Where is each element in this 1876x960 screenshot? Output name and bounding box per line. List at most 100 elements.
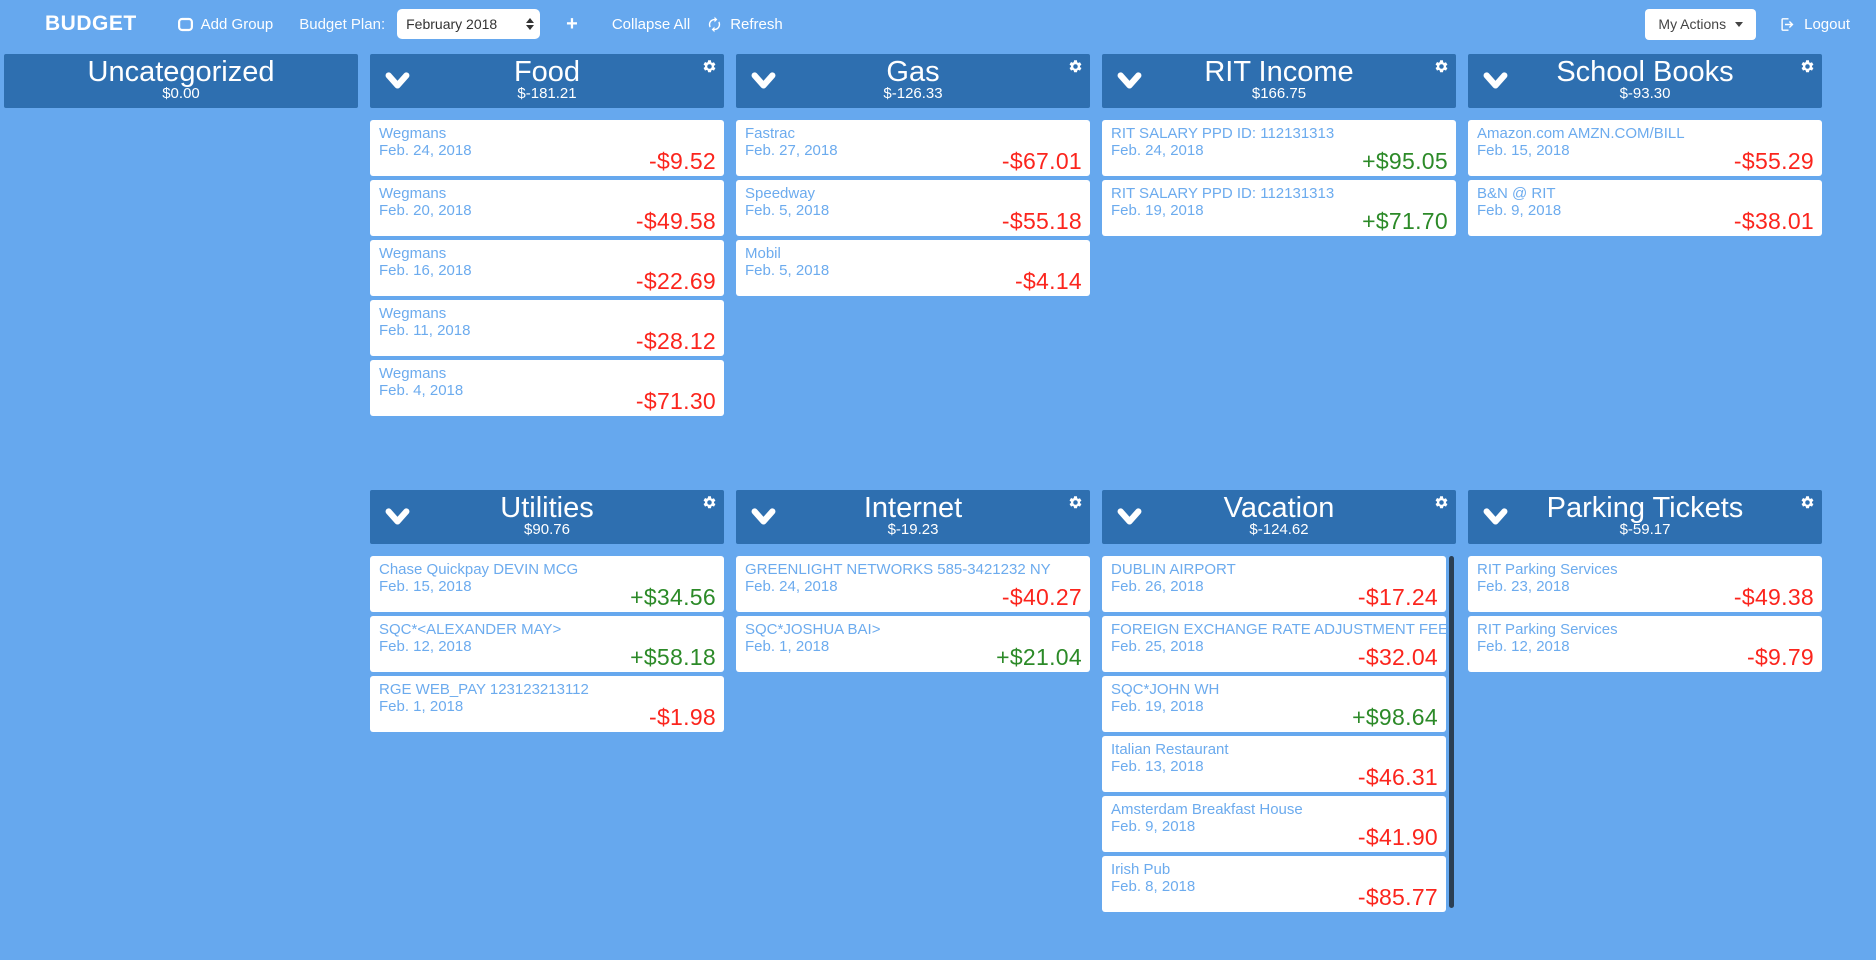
transaction-card[interactable]: GREENLIGHT NETWORKS 585-3421232 NY Feb. … bbox=[736, 556, 1090, 612]
transaction-card[interactable]: B&N @ RIT Feb. 9, 2018 -$38.01 bbox=[1468, 180, 1822, 236]
my-actions-dropdown[interactable]: My Actions bbox=[1645, 8, 1757, 40]
transaction-card[interactable]: Wegmans Feb. 16, 2018 -$22.69 bbox=[370, 240, 724, 296]
transaction-date: Feb. 24, 2018 bbox=[1111, 142, 1204, 159]
group-row-1: Uncategorized $0.00 Food $-181.21 Wegman… bbox=[0, 54, 1876, 490]
group-settings-gear-icon[interactable] bbox=[702, 59, 717, 74]
budget-group-food: Food $-181.21 Wegmans Feb. 24, 2018 -$9.… bbox=[370, 54, 724, 420]
group-total: $-181.21 bbox=[517, 85, 577, 102]
transaction-card[interactable]: RIT SALARY PPD ID: 112131313 Feb. 24, 20… bbox=[1102, 120, 1456, 176]
group-header: Gas $-126.33 bbox=[736, 54, 1090, 108]
plus-icon: + bbox=[566, 12, 578, 35]
transaction-card[interactable]: RGE WEB_PAY 123123213112 Feb. 1, 2018 -$… bbox=[370, 676, 724, 732]
transaction-card[interactable]: Wegmans Feb. 4, 2018 -$71.30 bbox=[370, 360, 724, 416]
add-plan-button[interactable]: + bbox=[558, 7, 586, 42]
transaction-amount: -$71.30 bbox=[635, 388, 716, 414]
collapse-group-chevron-icon[interactable] bbox=[1480, 69, 1511, 93]
transaction-date: Feb. 1, 2018 bbox=[379, 698, 464, 715]
transaction-card[interactable]: Irish Pub Feb. 8, 2018 -$85.77 bbox=[1102, 856, 1446, 912]
logout-button[interactable]: Logout bbox=[1772, 10, 1858, 39]
group-settings-gear-icon[interactable] bbox=[1434, 59, 1449, 74]
group-header: Vacation $-124.62 bbox=[1102, 490, 1456, 544]
transaction-date: Feb. 24, 2018 bbox=[379, 142, 472, 159]
budget-plan-selected-value: February 2018 bbox=[406, 16, 498, 32]
transaction-amount: -$28.12 bbox=[635, 328, 716, 354]
transaction-card[interactable]: Speedway Feb. 5, 2018 -$55.18 bbox=[736, 180, 1090, 236]
collapse-group-chevron-icon[interactable] bbox=[382, 505, 413, 529]
transaction-card[interactable]: Amsterdam Breakfast House Feb. 9, 2018 -… bbox=[1102, 796, 1446, 852]
collapse-group-chevron-icon[interactable] bbox=[382, 69, 413, 93]
group-settings-gear-icon[interactable] bbox=[1068, 59, 1083, 74]
group-header: Internet $-19.23 bbox=[736, 490, 1090, 544]
transaction-card[interactable]: Italian Restaurant Feb. 13, 2018 -$46.31 bbox=[1102, 736, 1446, 792]
transaction-merchant: Wegmans bbox=[379, 185, 447, 202]
group-title: Uncategorized bbox=[87, 56, 275, 88]
transaction-merchant: Speedway bbox=[745, 185, 816, 202]
transaction-merchant: FOREIGN EXCHANGE RATE ADJUSTMENT FEE bbox=[1111, 621, 1446, 638]
collapse-group-chevron-icon[interactable] bbox=[748, 505, 779, 529]
budget-group-rit-income: RIT Income $166.75 RIT SALARY PPD ID: 11… bbox=[1102, 54, 1456, 240]
transaction-card[interactable]: RIT Parking Services Feb. 12, 2018 -$9.7… bbox=[1468, 616, 1822, 672]
group-settings-gear-icon[interactable] bbox=[1434, 495, 1449, 510]
group-title: RIT Income bbox=[1204, 56, 1354, 88]
transaction-merchant: RIT Parking Services bbox=[1477, 621, 1618, 638]
transaction-card[interactable]: SQC*JOHN WH Feb. 19, 2018 +$98.64 bbox=[1102, 676, 1446, 732]
collapse-all-button[interactable]: Collapse All bbox=[604, 10, 698, 39]
transaction-card[interactable]: Amazon.com AMZN.COM/BILL Feb. 15, 2018 -… bbox=[1468, 120, 1822, 176]
add-group-button[interactable]: Add Group bbox=[169, 10, 282, 39]
transaction-amount: +$21.04 bbox=[996, 644, 1082, 670]
refresh-button[interactable]: Refresh bbox=[698, 10, 791, 39]
transaction-card[interactable]: Chase Quickpay DEVIN MCG Feb. 15, 2018 +… bbox=[370, 556, 724, 612]
transaction-card[interactable]: Wegmans Feb. 24, 2018 -$9.52 bbox=[370, 120, 724, 176]
refresh-label: Refresh bbox=[730, 15, 783, 33]
transaction-amount: -$22.69 bbox=[635, 268, 716, 294]
transaction-amount: -$49.38 bbox=[1733, 584, 1814, 610]
transaction-card[interactable]: RIT Parking Services Feb. 23, 2018 -$49.… bbox=[1468, 556, 1822, 612]
collapse-group-chevron-icon[interactable] bbox=[1114, 69, 1145, 93]
group-settings-gear-icon[interactable] bbox=[1800, 495, 1815, 510]
transaction-amount: -$41.90 bbox=[1357, 824, 1438, 850]
transaction-date: Feb. 20, 2018 bbox=[379, 202, 472, 219]
group-header: RIT Income $166.75 bbox=[1102, 54, 1456, 108]
group-total: $90.76 bbox=[524, 521, 570, 538]
transaction-merchant: RGE WEB_PAY 123123213112 bbox=[379, 681, 589, 698]
transaction-date: Feb. 9, 2018 bbox=[1111, 818, 1196, 835]
collapse-group-chevron-icon[interactable] bbox=[1114, 505, 1145, 529]
transaction-card[interactable]: SQC*JOSHUA BAI> Feb. 1, 2018 +$21.04 bbox=[736, 616, 1090, 672]
transaction-merchant: DUBLIN AIRPORT bbox=[1111, 561, 1236, 578]
group-title: Gas bbox=[886, 56, 940, 88]
collapse-group-chevron-icon[interactable] bbox=[1480, 505, 1511, 529]
transaction-date: Feb. 23, 2018 bbox=[1477, 578, 1570, 595]
transaction-date: Feb. 5, 2018 bbox=[745, 202, 830, 219]
select-stepper-icon bbox=[526, 18, 535, 30]
transaction-list: DUBLIN AIRPORT Feb. 26, 2018 -$17.24 FOR… bbox=[1102, 556, 1456, 912]
group-settings-gear-icon[interactable] bbox=[1800, 59, 1815, 74]
budget-group-utilities: Utilities $90.76 Chase Quickpay DEVIN MC… bbox=[370, 490, 724, 736]
caret-down-icon bbox=[1735, 21, 1744, 27]
transaction-card[interactable]: Wegmans Feb. 11, 2018 -$28.12 bbox=[370, 300, 724, 356]
add-group-label: Add Group bbox=[200, 15, 274, 33]
transaction-amount: -$9.79 bbox=[1746, 644, 1814, 670]
transaction-date: Feb. 12, 2018 bbox=[1477, 638, 1570, 655]
transaction-amount: +$95.05 bbox=[1362, 148, 1448, 174]
transaction-merchant: RIT Parking Services bbox=[1477, 561, 1618, 578]
transaction-card[interactable]: Fastrac Feb. 27, 2018 -$67.01 bbox=[736, 120, 1090, 176]
transaction-card[interactable]: Mobil Feb. 5, 2018 -$4.14 bbox=[736, 240, 1090, 296]
group-settings-gear-icon[interactable] bbox=[1068, 495, 1083, 510]
group-total: $-124.62 bbox=[1249, 521, 1309, 538]
group-title: Utilities bbox=[500, 492, 594, 524]
transaction-card[interactable]: DUBLIN AIRPORT Feb. 26, 2018 -$17.24 bbox=[1102, 556, 1446, 612]
group-settings-gear-icon[interactable] bbox=[702, 495, 717, 510]
transaction-date: Feb. 25, 2018 bbox=[1111, 638, 1204, 655]
vertical-scrollbar-thumb[interactable] bbox=[1449, 556, 1454, 908]
transaction-card[interactable]: RIT SALARY PPD ID: 112131313 Feb. 19, 20… bbox=[1102, 180, 1456, 236]
group-title: Vacation bbox=[1223, 492, 1335, 524]
refresh-icon bbox=[706, 16, 723, 33]
transaction-amount: +$34.56 bbox=[630, 584, 716, 610]
transaction-card[interactable]: Wegmans Feb. 20, 2018 -$49.58 bbox=[370, 180, 724, 236]
collapse-group-chevron-icon[interactable] bbox=[748, 69, 779, 93]
budget-plan-select[interactable]: February 2018 bbox=[397, 9, 541, 39]
transaction-card[interactable]: FOREIGN EXCHANGE RATE ADJUSTMENT FEE Feb… bbox=[1102, 616, 1446, 672]
transaction-card[interactable]: SQC*<ALEXANDER MAY> Feb. 12, 2018 +$58.1… bbox=[370, 616, 724, 672]
transaction-date: Feb. 15, 2018 bbox=[1477, 142, 1570, 159]
group-header: Food $-181.21 bbox=[370, 54, 724, 108]
